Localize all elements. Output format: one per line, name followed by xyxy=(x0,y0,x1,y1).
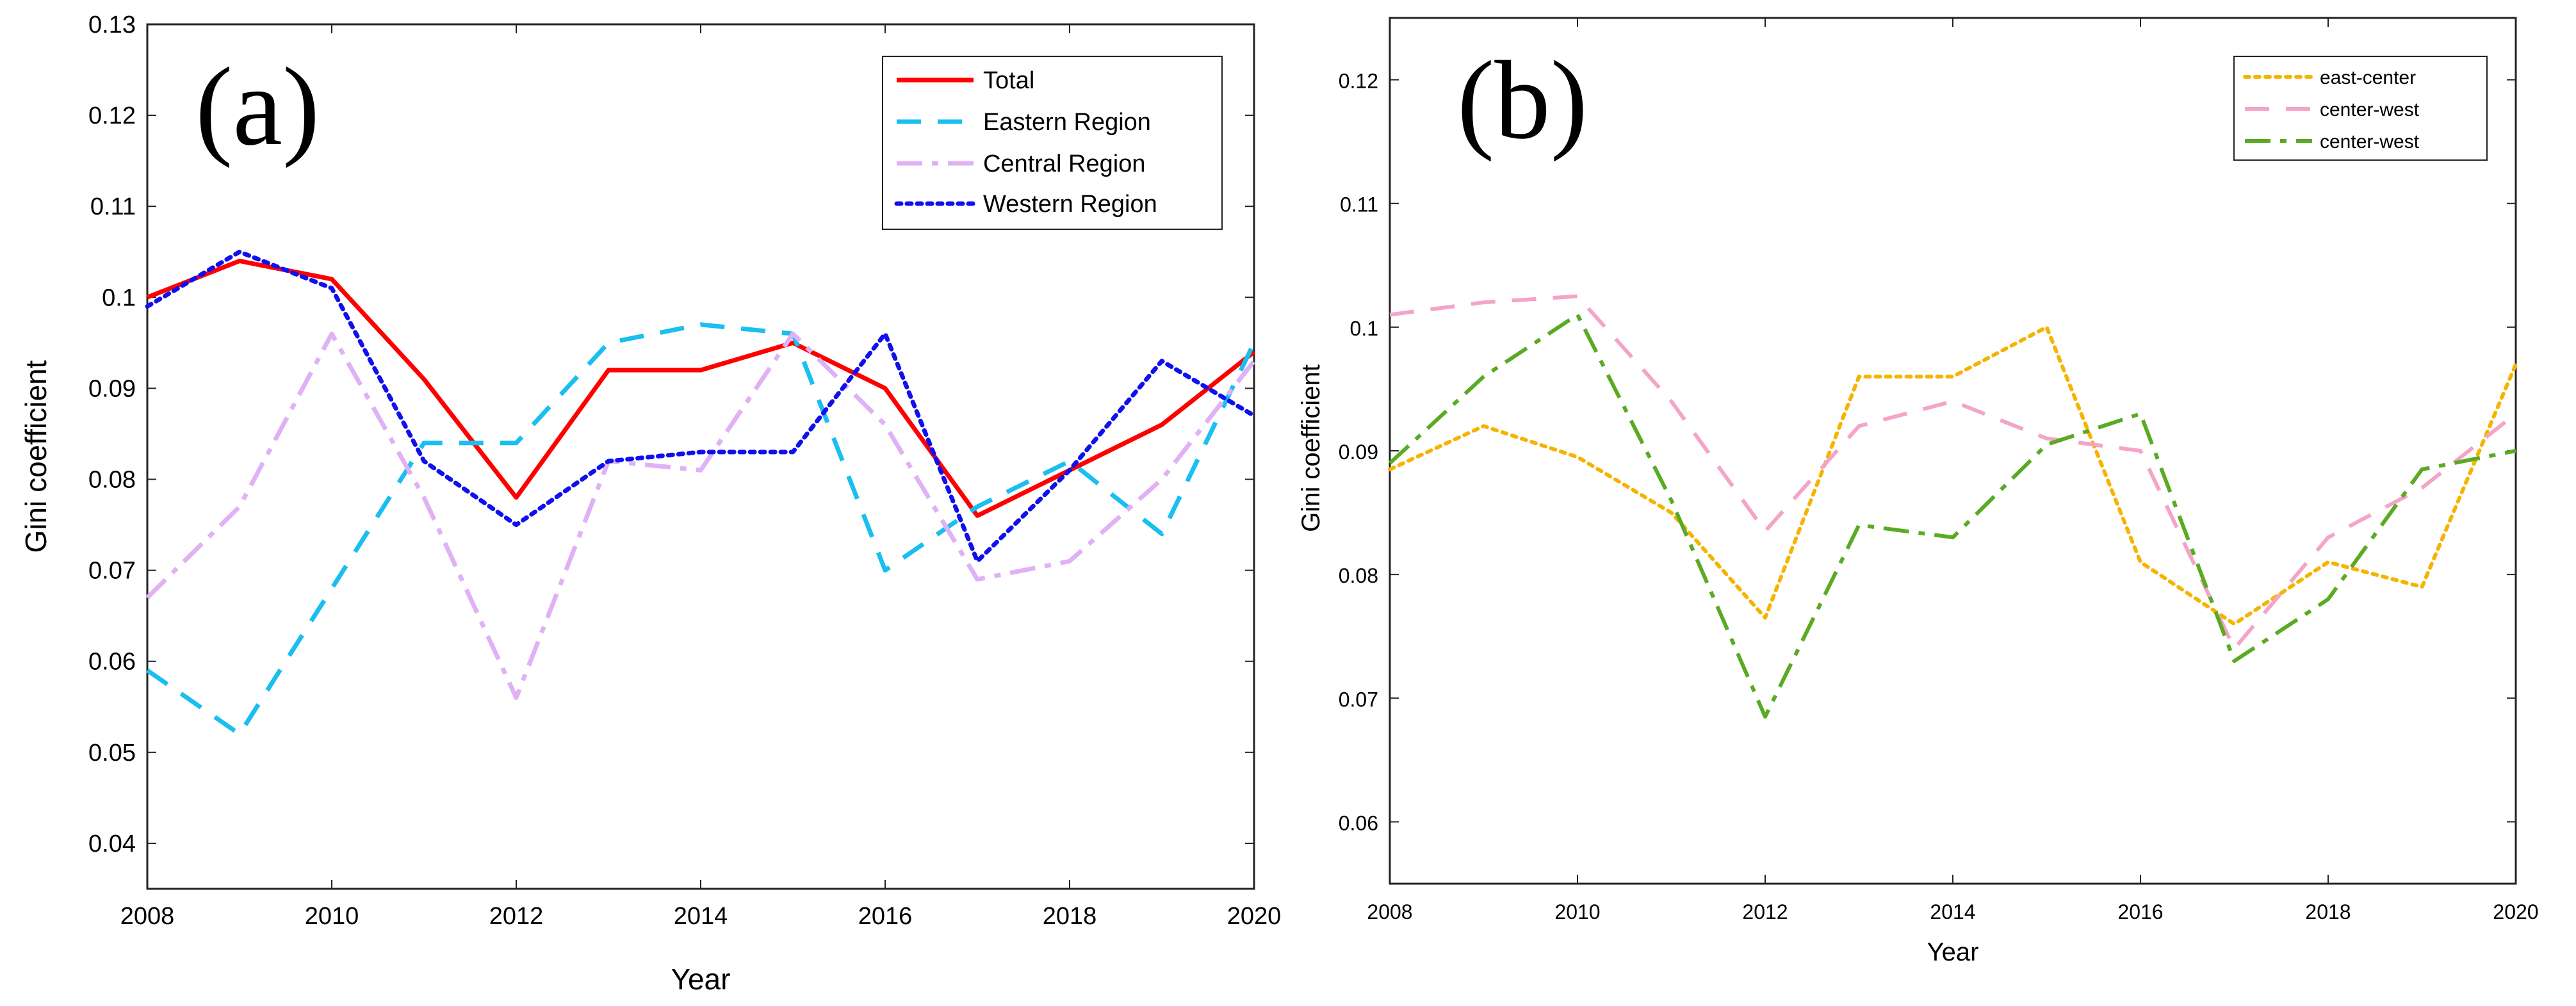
y-tick-label-a: 0.09 xyxy=(88,375,136,402)
lines-b xyxy=(1388,294,2518,719)
x-axis-label-b: Year xyxy=(1927,938,1979,966)
y-tick-label-b: 0.12 xyxy=(1339,70,1378,93)
x-tick-label-a: 2020 xyxy=(1227,903,1282,930)
x-tick-label-b: 2020 xyxy=(2493,900,2538,923)
y-tick-label-b: 0.06 xyxy=(1339,811,1378,834)
series-line-east-center-b-0 xyxy=(1388,325,2518,626)
x-tick-label-b: 2014 xyxy=(1930,900,1975,923)
y-tick-label-b: 0.08 xyxy=(1339,564,1378,587)
ticks-a: 2008 2010 2012 2014 2016 2018 2020 0.04 0.05 0.06… xyxy=(88,12,1281,930)
legend-box-a xyxy=(882,56,1223,230)
y-tick-label-a: 0.04 xyxy=(88,831,136,857)
x-tick-label-a: 2008 xyxy=(120,903,175,930)
y-tick-label-a: 0.05 xyxy=(88,740,136,767)
y-axis-label-a: Gini coefficient xyxy=(19,360,53,553)
y-tick-label-a: 0.11 xyxy=(90,193,136,220)
series-line-center-west-b-2 xyxy=(1388,312,2516,719)
legend-label-eastern-region: Eastern Region xyxy=(983,109,1151,136)
ticks-b: 2008 2010 2012 2014 2016 2018 2020 0.06 0.07 0.08… xyxy=(1339,18,2539,923)
x-tick-label-a: 2018 xyxy=(1043,903,1097,930)
y-tick-label-a: 0.07 xyxy=(88,558,136,585)
panel-label-a: (a) xyxy=(195,44,320,168)
legend-label-center-west-2: center-west xyxy=(2320,131,2420,152)
y-tick-label-a: 0.06 xyxy=(88,649,136,676)
y-tick-label-b: 0.09 xyxy=(1339,441,1378,464)
y-tick-label-b: 0.1 xyxy=(1350,317,1378,340)
x-tick-label-b: 2012 xyxy=(1742,900,1788,923)
legend-label-central-region: Central Region xyxy=(983,150,1145,177)
x-tick-label-b: 2018 xyxy=(2305,900,2351,923)
x-axis-label-a: Year xyxy=(671,962,731,996)
legend-b: east-center center-west center-west xyxy=(2233,56,2488,161)
y-tick-label-a: 0.13 xyxy=(88,12,136,38)
series-line-eastern-region-a-1 xyxy=(146,322,1257,736)
y-tick-label-a: 0.12 xyxy=(88,102,136,129)
plot-area-b xyxy=(1389,17,2517,885)
x-tick-label-a: 2010 xyxy=(305,903,359,930)
panel-b: 2008 2010 2012 2014 2016 2018 2020 0.06 0.07 0.08… xyxy=(1297,17,2539,966)
series-line-center-west-b-1 xyxy=(1389,294,2517,651)
x-tick-label-a: 2014 xyxy=(674,903,728,930)
x-tick-label-a: 2012 xyxy=(489,903,544,930)
panel-a: 2008 2010 2012 2014 2016 2018 2020 0.04 0.05 0.06… xyxy=(19,12,1281,996)
x-tick-label-a: 2016 xyxy=(858,903,913,930)
legend-label-center-west-1: center-west xyxy=(2320,99,2420,120)
legend-label-east-center: east-center xyxy=(2320,67,2416,88)
legend-label-western-region: Western Region xyxy=(983,191,1157,218)
legend-a: Total Eastern Region Central Region West… xyxy=(882,56,1223,230)
y-tick-label-b: 0.07 xyxy=(1339,688,1378,711)
legend-box-b xyxy=(2233,56,2488,161)
x-tick-label-b: 2016 xyxy=(2117,900,2163,923)
y-axis-label-b: Gini coefficient xyxy=(1297,364,1325,532)
lines-a xyxy=(145,249,1257,736)
legend-label-total: Total xyxy=(983,67,1034,94)
y-tick-label-a: 0.08 xyxy=(88,467,136,494)
series-line-central-region-a-2 xyxy=(145,331,1256,701)
y-tick-label-a: 0.1 xyxy=(102,284,136,311)
series-line-western-region-a-3 xyxy=(145,249,1257,564)
panel-label-b: (b) xyxy=(1457,38,1588,162)
x-tick-label-b: 2008 xyxy=(1367,900,1412,923)
y-tick-label-b: 0.11 xyxy=(1340,193,1378,216)
x-tick-label-b: 2010 xyxy=(1554,900,1600,923)
